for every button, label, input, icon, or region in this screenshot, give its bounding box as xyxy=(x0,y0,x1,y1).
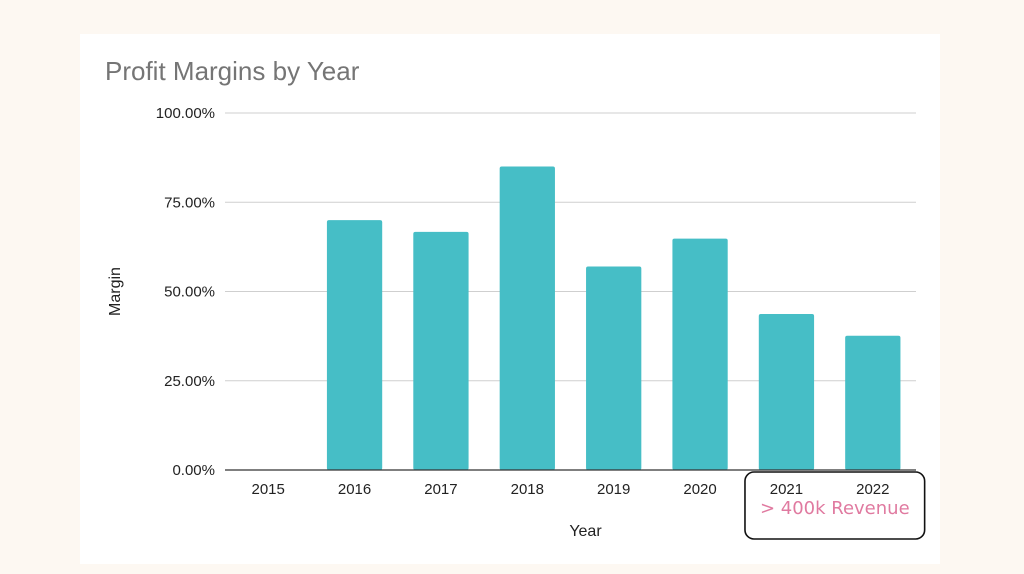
chart-title: Profit Margins by Year xyxy=(105,56,360,86)
y-tick-label: 100.00% xyxy=(156,105,215,122)
y-axis-ticks: 0.00% 25.00% 50.00% 75.00% 100.00% xyxy=(156,105,215,479)
bar-2017 xyxy=(413,231,469,470)
annotation-box xyxy=(744,471,926,540)
bar-2018 xyxy=(499,166,555,471)
x-tick-label: 2017 xyxy=(424,481,457,498)
y-axis-label: Margin xyxy=(107,267,124,316)
x-tick-label: 2022 xyxy=(856,481,889,498)
y-tick-label: 75.00% xyxy=(164,194,215,211)
y-tick-label: 0.00% xyxy=(172,462,215,479)
x-tick-label: 2020 xyxy=(683,481,716,498)
x-tick-label: 2018 xyxy=(511,481,544,498)
x-axis-label: Year xyxy=(569,523,602,540)
bars xyxy=(326,166,901,471)
bar-chart: 0.00%25.00%50.00%75.00%100.00% 2015 2016 2… xyxy=(107,105,926,540)
y-tick-label: 50.00% xyxy=(164,284,215,301)
x-tick-label: 2021 xyxy=(770,481,803,498)
x-tick-label: 2016 xyxy=(338,481,371,498)
bar-2022 xyxy=(845,335,901,470)
x-tick-label: 2019 xyxy=(597,481,630,498)
bar-2020 xyxy=(672,238,728,470)
bar-2019 xyxy=(586,266,642,470)
bar-2016 xyxy=(326,220,383,470)
annotation-text: > 400k Revenue xyxy=(760,498,910,519)
y-tick-label: 25.00% xyxy=(164,373,215,390)
x-tick-label: 2015 xyxy=(252,481,285,498)
x-axis-ticks: 2015 2016 2017 2018 2019 2020 2021 2022 xyxy=(252,481,890,498)
chart-card: Profit Margins by Year 0.00% 25.00% 50.00%… xyxy=(80,34,940,564)
bar-2021 xyxy=(758,313,815,470)
